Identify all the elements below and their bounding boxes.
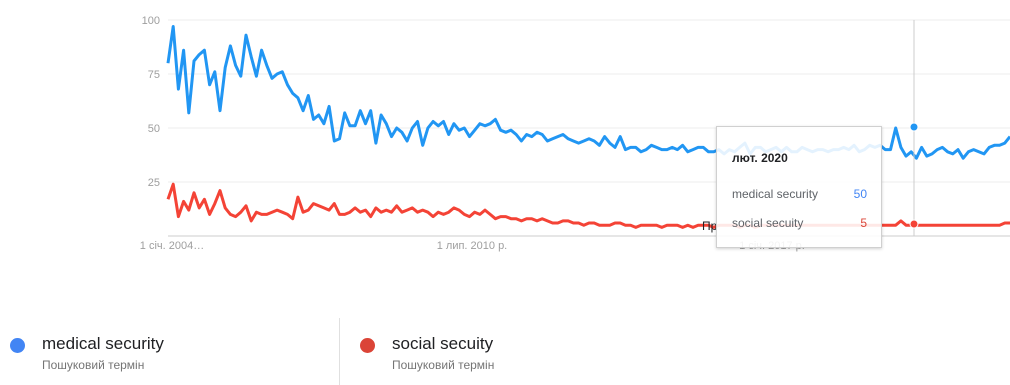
tooltip-row-medical: medical security 50	[732, 187, 867, 203]
tooltip-row-social: social secuity 5	[732, 216, 867, 232]
y-tick-labels: 100 75 50 25	[142, 15, 160, 189]
legend-divider	[339, 318, 340, 385]
y-tick-label: 75	[148, 69, 160, 81]
tooltip-date: лют. 2020	[732, 151, 788, 165]
y-tick-label: 50	[148, 123, 160, 135]
legend-subtitle: Пошуковий термін	[42, 358, 145, 372]
legend-subtitle: Пошуковий термін	[392, 358, 495, 372]
hover-point-social	[909, 219, 919, 229]
legend-item-social-secuity[interactable]: social secuity Пошуковий термін	[350, 322, 690, 385]
tooltip-term: social secuity	[732, 216, 804, 230]
obscured-label-fragment: Пр	[702, 219, 718, 233]
series-lines	[166, 25, 1010, 229]
series-line-social-secuity	[166, 182, 1010, 229]
y-tick-label: 25	[148, 177, 160, 189]
legend-dot-icon	[360, 338, 375, 353]
x-tick-label: 1 лип. 2010 р.	[437, 240, 508, 252]
grid-lines	[168, 19, 1010, 237]
legend-item-medical-security[interactable]: medical security Пошуковий термін	[0, 322, 339, 385]
y-tick-label: 100	[142, 15, 160, 27]
x-tick-label: 1 січ. 2004…	[140, 240, 204, 252]
hover-point-medical	[909, 122, 919, 132]
series-line-medical-security	[166, 25, 1010, 160]
tooltip-term: medical security	[732, 187, 819, 201]
tooltip-value: 5	[860, 216, 867, 230]
data-tooltip: лют. 2020 medical security 50 social sec…	[716, 126, 882, 248]
legend-term: social secuity	[392, 334, 494, 353]
legend-dot-icon	[10, 338, 25, 353]
legend-term: medical security	[42, 334, 164, 353]
tooltip-value: 50	[853, 187, 867, 201]
x-tick-labels: 1 січ. 2004…1 лип. 2010 р.1 січ. 2017 р.	[140, 240, 805, 252]
